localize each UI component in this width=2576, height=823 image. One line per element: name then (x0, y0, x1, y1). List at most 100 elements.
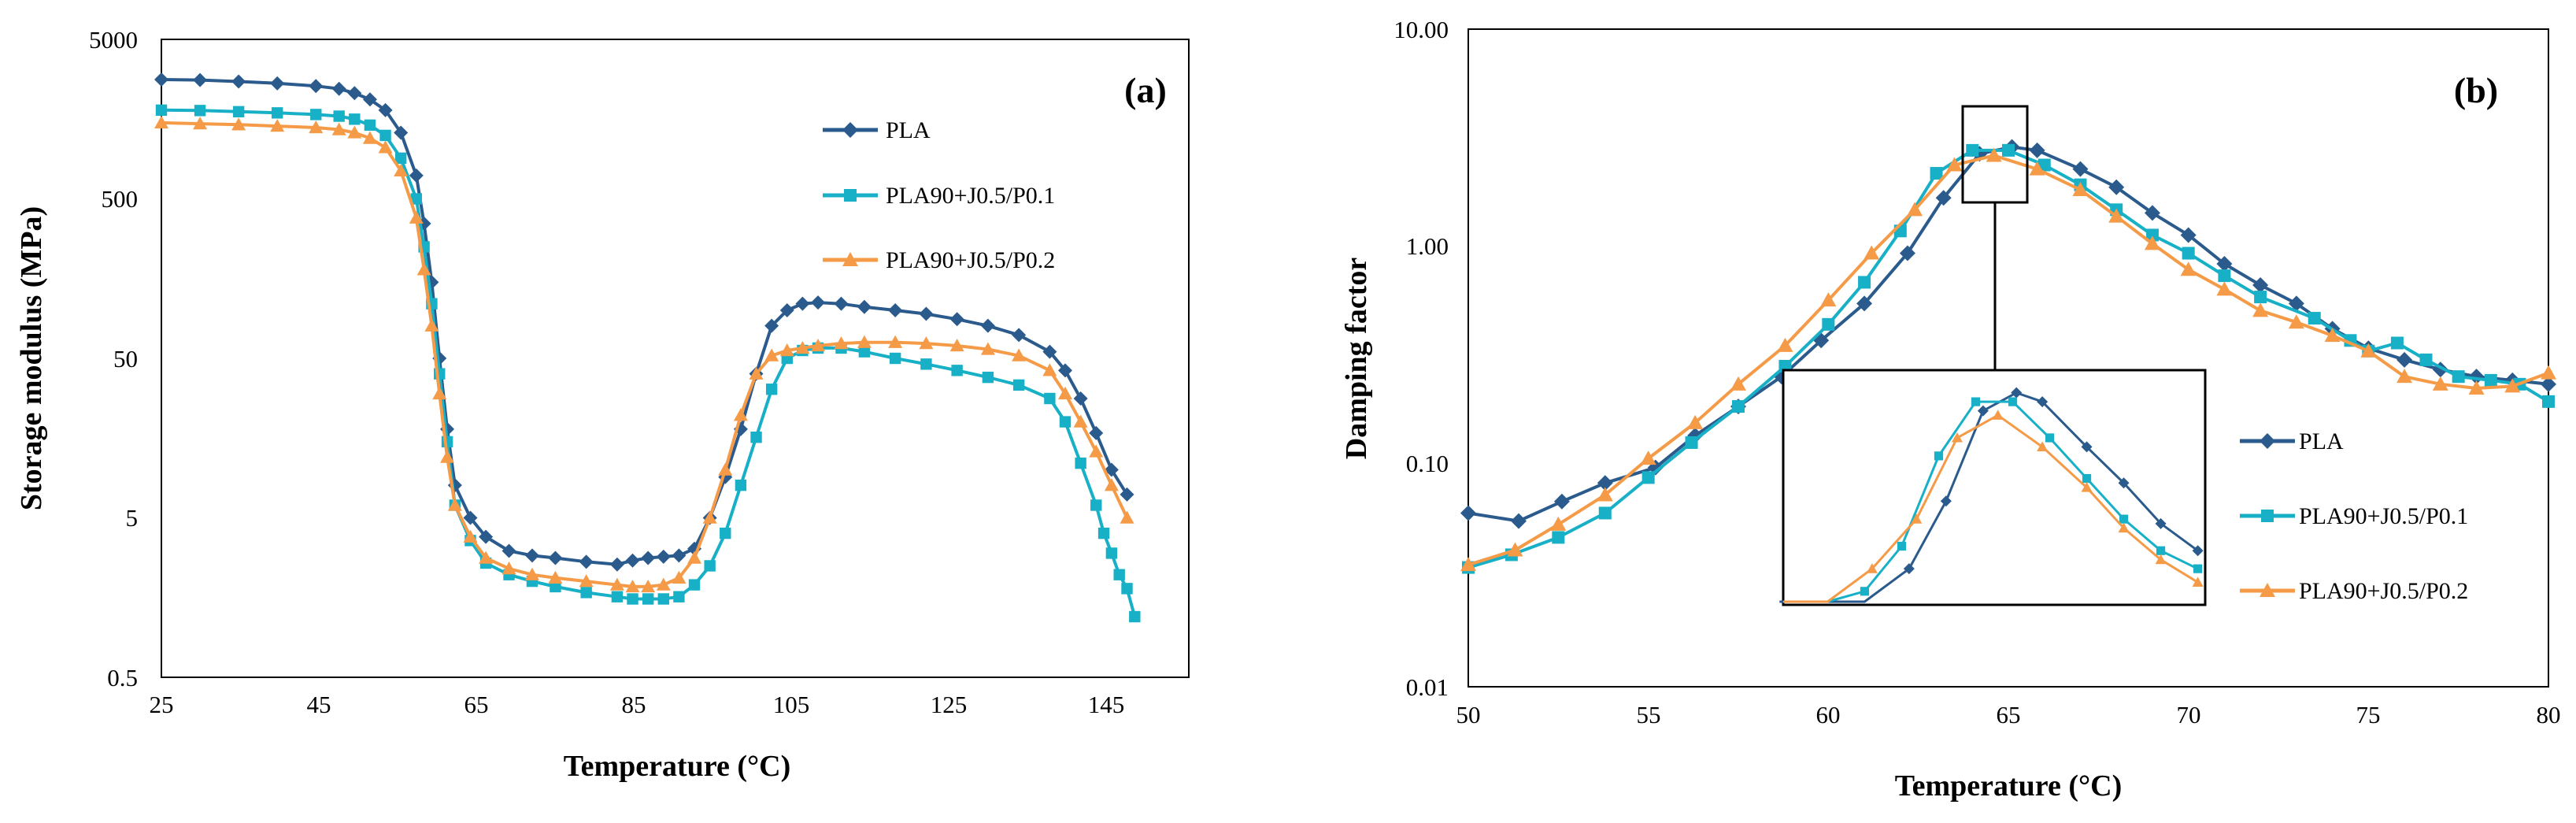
data-point-p02 (1597, 487, 1613, 502)
data-point-p02 (1042, 363, 1057, 376)
chart-a-x-tick: 85 (622, 691, 646, 718)
chart-a-x-tick: 45 (307, 691, 331, 718)
chart-b-y-tick: 0.01 (1406, 673, 1449, 701)
data-point-p02 (463, 529, 478, 543)
data-point-p02 (2396, 369, 2413, 384)
data-point-p01 (1121, 583, 1133, 595)
chart-b-y-tick: 0.10 (1406, 450, 1449, 477)
data-point-pla (779, 303, 794, 318)
data-point-p01 (379, 129, 391, 142)
data-point-p02 (432, 386, 447, 400)
data-point-p02 (309, 120, 324, 134)
data-point-pla (548, 551, 563, 565)
data-point-p02 (687, 551, 702, 564)
data-point-pla (479, 529, 494, 544)
data-point-pla (524, 548, 539, 563)
data-point-p01 (1930, 167, 1943, 180)
data-point-p02 (1946, 157, 1963, 172)
data-point-p02 (2432, 376, 2448, 391)
inset-point-p02 (1911, 513, 1923, 524)
data-point-pla (1935, 190, 1952, 206)
inset-point-p01 (2156, 546, 2166, 555)
inset-point-pla (2192, 545, 2204, 557)
chart-a-x-tick: 125 (931, 691, 968, 718)
data-point-p02 (811, 338, 826, 352)
data-point-pla (378, 102, 393, 117)
data-point-p01 (364, 119, 376, 132)
data-point-pla (795, 296, 810, 311)
data-point-p02 (919, 336, 934, 350)
data-point-p02 (2144, 235, 2160, 250)
data-point-p02 (447, 498, 462, 511)
data-point-p02 (779, 343, 794, 357)
chart-a-x-tick: 145 (1088, 691, 1125, 718)
data-point-p02 (1089, 444, 1104, 458)
data-point-p02 (702, 510, 717, 524)
data-point-pla (1089, 425, 1104, 440)
data-point-p01 (1966, 143, 1979, 157)
data-point-p01 (1732, 400, 1745, 413)
chart-b-legend: PLA PLA90+J0.5/P0.1 PLA90+J0.5/P0.2 (2240, 428, 2468, 604)
data-point-pla (919, 306, 934, 321)
data-point-pla (502, 543, 516, 558)
chart-b-x-tick: 60 (1816, 701, 1841, 728)
legend-marker-p01 (2261, 510, 2274, 522)
data-point-p02 (795, 340, 810, 354)
series-line-p01 (161, 108, 1137, 617)
data-point-p01 (1598, 506, 1612, 520)
inset-point-p01 (1934, 451, 1944, 461)
chart-a-legend: PLA PLA90+J0.5/P0.1 PLA90+J0.5/P0.2 (823, 117, 1055, 273)
inset-point-p02 (2118, 522, 2130, 533)
chart-b: 10.00 1.00 0.10 0.01 50 55 60 65 70 75 8… (1340, 16, 2561, 803)
chart-b-x-ticks: 50 55 60 65 70 75 80 (1456, 701, 2561, 728)
data-point-pla (362, 92, 377, 107)
data-point-p01 (2182, 247, 2195, 260)
data-point-pla (949, 312, 964, 327)
legend-label-pla: PLA (886, 117, 931, 143)
data-point-p02 (154, 115, 168, 129)
series-line-p02 (1468, 154, 2549, 567)
inset-point-p01 (2008, 397, 2018, 406)
data-point-p01 (1097, 527, 1110, 539)
data-point-pla (2144, 205, 2160, 221)
data-point-p01 (550, 580, 561, 593)
data-point-p02 (1907, 202, 1923, 217)
data-point-p02 (579, 574, 594, 588)
data-point-p01 (858, 346, 871, 358)
data-point-p02 (2324, 328, 2341, 343)
data-point-pla (270, 76, 285, 91)
data-point-p01 (333, 110, 345, 122)
data-point-pla (347, 86, 362, 101)
data-point-p01 (1129, 610, 1141, 623)
data-point-p01 (1075, 457, 1086, 469)
inset-point-p01 (1897, 541, 1907, 551)
data-point-p02 (609, 577, 624, 591)
chart-a: 5000 500 50 5 0.5 25 45 65 85 105 125 14… (15, 26, 1190, 783)
chart-a-y-ticks: 5000 500 50 5 0.5 (89, 26, 138, 691)
inset-point-p01 (2045, 433, 2055, 443)
data-point-pla (1856, 295, 1873, 312)
data-point-p01 (1113, 569, 1125, 580)
data-point-p02 (2252, 302, 2269, 317)
data-point-pla (1460, 505, 1476, 521)
chart-a-x-tick: 65 (464, 691, 489, 718)
inset-point-pla (2037, 396, 2049, 408)
chart-a-y-tick: 5 (126, 504, 139, 532)
inset-point-pla (2081, 441, 2093, 453)
data-point-pla (193, 72, 208, 87)
inset-point-p02 (1992, 410, 2004, 420)
data-point-pla (656, 549, 671, 564)
inset-point-pla (1903, 563, 1915, 575)
data-point-p01 (920, 358, 932, 370)
data-point-p02 (2216, 281, 2233, 296)
data-point-p02 (548, 570, 563, 584)
data-point-p01 (951, 365, 963, 376)
data-point-p01 (2218, 269, 2231, 283)
data-point-p02 (331, 122, 346, 135)
chart-b-panel-label: (b) (2454, 70, 2498, 110)
data-point-p02 (949, 338, 964, 352)
legend-label-p01: PLA90+J0.5/P0.1 (886, 183, 1055, 209)
inset-point-pla (2011, 387, 2023, 399)
data-point-p02 (479, 551, 494, 564)
